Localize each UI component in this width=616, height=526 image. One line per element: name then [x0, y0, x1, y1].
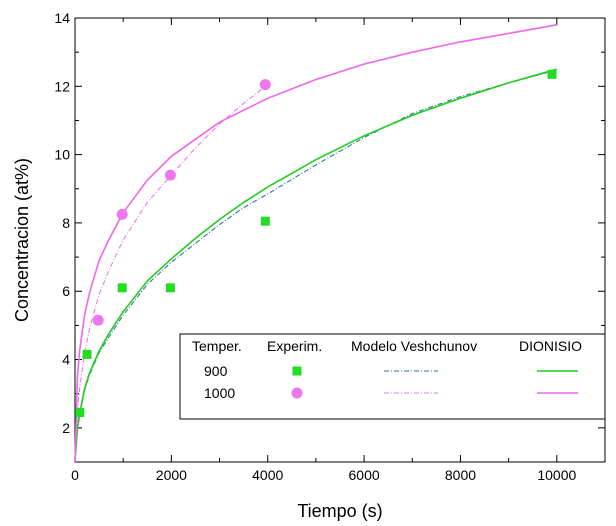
data-point-1000-experim — [259, 79, 271, 91]
legend-row-label: 900 — [204, 363, 228, 379]
x-tick-label: 10000 — [537, 467, 576, 483]
y-tick-label: 2 — [62, 420, 70, 436]
data-point-900-experim — [117, 283, 127, 293]
y-tick-label: 4 — [62, 352, 70, 368]
y-axis-label: Concentracion (at%) — [12, 158, 32, 322]
plot-points — [75, 69, 557, 417]
data-point-1000-experim — [116, 208, 128, 220]
legend-marker-1000-experim — [291, 387, 303, 399]
y-tick-label: 12 — [54, 78, 70, 94]
legend-header: Modelo Veshchunov — [351, 338, 477, 354]
legend-row-label: 1000 — [204, 385, 235, 401]
legend: Temper. Experim. Modelo Veshchunov DIONISIO… — [179, 333, 606, 420]
data-point-900-experim — [547, 69, 557, 79]
series-line-1000-modelo-veshchunov — [74, 84, 269, 463]
legend-box — [179, 333, 606, 420]
data-point-900-experim — [165, 283, 175, 293]
series-line-900-modelo-veshchunov — [74, 72, 548, 463]
x-tick-label: 4000 — [252, 467, 283, 483]
series-line-900-dionisio — [74, 68, 558, 463]
legend-marker-900-experim — [292, 366, 302, 376]
plot-frame — [74, 17, 606, 463]
plot-lines — [74, 24, 558, 463]
data-point-900-experim — [260, 216, 270, 226]
y-tick-label: 14 — [54, 10, 70, 26]
y-tick-label: 6 — [62, 283, 70, 299]
legend-header: DIONISIO — [519, 338, 582, 354]
x-axis-label: Tiempo (s) — [297, 501, 382, 521]
legend-header: Experim. — [267, 338, 322, 354]
data-point-900-experim — [75, 407, 85, 417]
x-tick-label: 2000 — [156, 467, 187, 483]
x-tick-label: 6000 — [349, 467, 380, 483]
x-tick-label: 8000 — [445, 467, 476, 483]
y-tick-label: 8 — [62, 215, 70, 231]
y-tick-label: 10 — [54, 147, 70, 163]
x-tick-label: 0 — [71, 467, 79, 483]
axes: 0 2000 4000 6000 8000 10000 2 4 6 8 10 12 14 — [54, 10, 606, 483]
legend-header: Temper. — [192, 338, 242, 354]
series-line-1000-dionisio — [74, 24, 557, 463]
data-point-900-experim — [82, 349, 92, 359]
data-point-1000-experim — [164, 169, 176, 181]
data-point-1000-experim — [92, 314, 104, 326]
